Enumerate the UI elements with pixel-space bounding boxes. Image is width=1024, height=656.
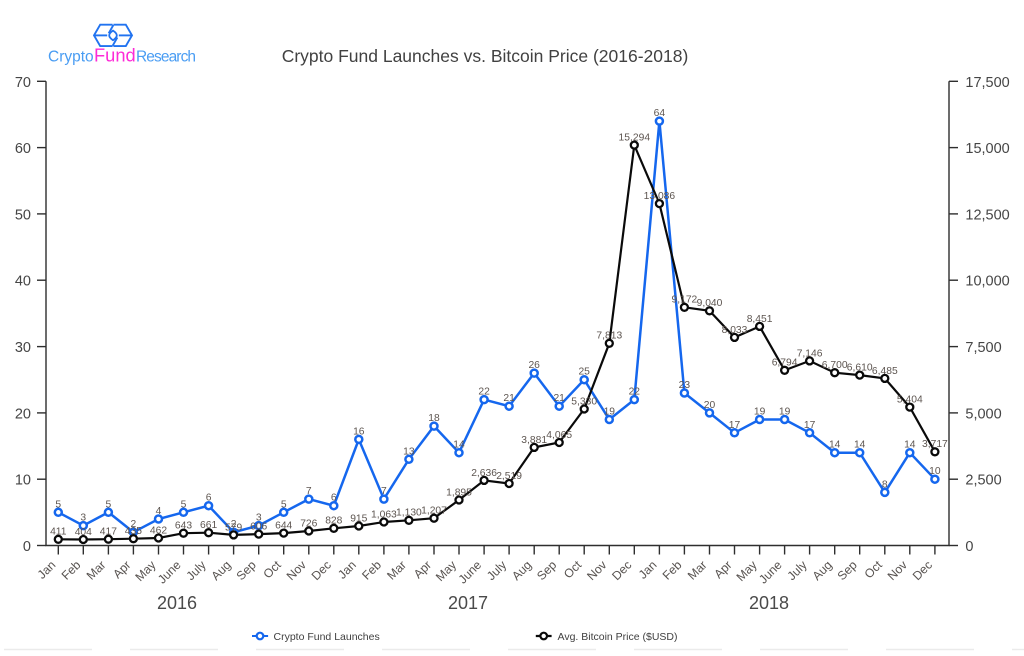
svg-text:5: 5 xyxy=(281,499,287,510)
svg-text:Crypto Fund Launches: Crypto Fund Launches xyxy=(274,631,380,643)
svg-text:17,500: 17,500 xyxy=(965,75,1009,91)
svg-text:20: 20 xyxy=(15,406,31,422)
svg-text:4: 4 xyxy=(156,506,162,517)
svg-text:2018: 2018 xyxy=(749,593,789,613)
svg-text:9,040: 9,040 xyxy=(697,298,723,309)
svg-text:4,065: 4,065 xyxy=(546,430,572,441)
svg-text:1,130: 1,130 xyxy=(396,508,422,519)
svg-text:7,500: 7,500 xyxy=(965,340,1001,356)
svg-text:915: 915 xyxy=(350,513,367,524)
svg-text:2: 2 xyxy=(131,519,137,530)
svg-text:21: 21 xyxy=(503,393,515,404)
svg-text:2,519: 2,519 xyxy=(496,471,522,482)
svg-text:404: 404 xyxy=(75,527,92,538)
svg-text:14: 14 xyxy=(453,440,465,451)
svg-text:606: 606 xyxy=(250,522,267,533)
svg-text:435: 435 xyxy=(125,526,142,537)
svg-text:8: 8 xyxy=(882,479,888,490)
svg-text:8,451: 8,451 xyxy=(747,314,773,325)
svg-text:3: 3 xyxy=(256,513,262,524)
svg-text:17: 17 xyxy=(729,420,741,431)
svg-text:6,610: 6,610 xyxy=(847,363,873,374)
svg-text:411: 411 xyxy=(50,527,67,538)
svg-text:15,000: 15,000 xyxy=(965,141,1009,157)
svg-text:6: 6 xyxy=(331,493,337,504)
svg-text:14: 14 xyxy=(829,440,841,451)
svg-text:Crypto Fund Launches vs. Bitco: Crypto Fund Launches vs. Bitcoin Price (… xyxy=(282,46,689,66)
svg-text:2017: 2017 xyxy=(448,593,488,613)
svg-text:9,172: 9,172 xyxy=(672,295,698,306)
svg-text:2: 2 xyxy=(231,519,237,530)
svg-text:64: 64 xyxy=(654,108,666,119)
svg-text:7,146: 7,146 xyxy=(797,348,823,359)
svg-text:50: 50 xyxy=(15,207,31,223)
svg-text:2,500: 2,500 xyxy=(965,473,1001,489)
svg-text:5,000: 5,000 xyxy=(965,406,1001,422)
svg-text:6,794: 6,794 xyxy=(772,358,798,369)
svg-text:643: 643 xyxy=(175,521,192,532)
svg-text:23: 23 xyxy=(679,380,691,391)
svg-text:5: 5 xyxy=(106,499,112,510)
svg-text:6: 6 xyxy=(206,493,212,504)
svg-text:661: 661 xyxy=(200,520,217,531)
svg-text:644: 644 xyxy=(275,521,292,532)
svg-text:5,330: 5,330 xyxy=(571,396,597,407)
svg-text:22: 22 xyxy=(629,387,641,398)
svg-text:60: 60 xyxy=(15,141,31,157)
svg-text:7,813: 7,813 xyxy=(596,331,622,342)
svg-text:19: 19 xyxy=(754,407,766,418)
svg-text:579: 579 xyxy=(225,522,242,533)
svg-text:13: 13 xyxy=(403,446,415,457)
svg-text:6,700: 6,700 xyxy=(822,360,848,371)
svg-text:0: 0 xyxy=(965,539,973,555)
svg-text:5: 5 xyxy=(181,499,187,510)
svg-text:22: 22 xyxy=(478,387,490,398)
svg-text:17: 17 xyxy=(804,420,816,431)
svg-text:726: 726 xyxy=(300,518,317,529)
svg-text:15,294: 15,294 xyxy=(619,133,651,144)
svg-text:1,895: 1,895 xyxy=(446,487,472,498)
svg-text:3: 3 xyxy=(80,513,86,524)
svg-text:8,033: 8,033 xyxy=(722,325,748,336)
svg-text:20: 20 xyxy=(704,400,716,411)
svg-text:14: 14 xyxy=(904,440,916,451)
svg-text:2,636: 2,636 xyxy=(471,468,497,479)
svg-text:7: 7 xyxy=(306,486,312,497)
svg-text:Research: Research xyxy=(136,49,195,66)
svg-text:10: 10 xyxy=(929,466,941,477)
svg-text:3,881: 3,881 xyxy=(521,435,547,446)
svg-text:25: 25 xyxy=(578,367,590,378)
svg-text:417: 417 xyxy=(100,527,117,538)
svg-text:19: 19 xyxy=(779,407,791,418)
svg-text:2016: 2016 xyxy=(157,593,197,613)
svg-text:10,000: 10,000 xyxy=(965,274,1009,290)
svg-text:10: 10 xyxy=(15,473,31,489)
svg-text:Fund: Fund xyxy=(94,45,136,66)
svg-text:13,086: 13,086 xyxy=(644,191,676,202)
svg-text:3,717: 3,717 xyxy=(922,439,948,450)
svg-text:5: 5 xyxy=(55,499,61,510)
svg-text:1,063: 1,063 xyxy=(371,509,397,520)
svg-text:7: 7 xyxy=(381,486,387,497)
svg-text:12,500: 12,500 xyxy=(965,207,1009,223)
svg-text:Crypto: Crypto xyxy=(48,49,94,66)
svg-text:Avg. Bitcoin Price ($USD): Avg. Bitcoin Price ($USD) xyxy=(558,631,678,643)
svg-text:26: 26 xyxy=(528,360,540,371)
svg-text:0: 0 xyxy=(23,539,31,555)
svg-text:462: 462 xyxy=(150,525,167,536)
svg-text:5,404: 5,404 xyxy=(897,395,923,406)
svg-text:16: 16 xyxy=(353,426,365,437)
svg-text:21: 21 xyxy=(553,393,565,404)
svg-text:70: 70 xyxy=(15,75,31,91)
svg-text:40: 40 xyxy=(15,274,31,290)
svg-text:1,207: 1,207 xyxy=(421,506,447,517)
svg-text:18: 18 xyxy=(428,413,440,424)
svg-text:828: 828 xyxy=(325,516,342,527)
svg-text:6,485: 6,485 xyxy=(872,366,898,377)
svg-text:19: 19 xyxy=(604,407,616,418)
svg-text:14: 14 xyxy=(854,440,866,451)
svg-text:30: 30 xyxy=(15,340,31,356)
